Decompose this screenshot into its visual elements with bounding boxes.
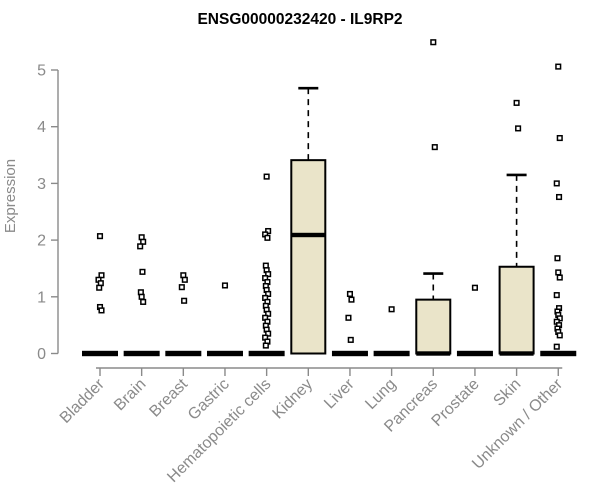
outlier-point [556, 134, 563, 142]
box-unknown-other [540, 350, 577, 357]
box-gastric [206, 350, 243, 357]
outlier-point [264, 234, 271, 241]
outlier-point [346, 290, 354, 298]
outlier-point [430, 39, 437, 46]
y-tick-label: 2 [37, 233, 46, 250]
chart-title: ENSG00000232420 - IL9RP2 [197, 11, 402, 28]
y-tick-label: 3 [37, 176, 46, 193]
outlier-point [554, 255, 561, 262]
y-tick-label: 5 [37, 63, 46, 80]
median-line [499, 351, 534, 356]
y-tick-label: 1 [37, 289, 46, 306]
outlier-point [471, 284, 478, 291]
box-hematopoietic-cells [248, 350, 285, 357]
outlier-point [553, 343, 560, 350]
outlier-point [388, 306, 395, 313]
median-line [291, 232, 326, 238]
outlier-point [556, 332, 563, 339]
outlier-point [263, 173, 270, 180]
box-brain [123, 350, 160, 357]
outlier-point [555, 63, 562, 70]
outlier-point [181, 276, 188, 283]
x-tick-label: Skin [490, 376, 524, 410]
y-tick-label: 4 [37, 119, 46, 136]
outlier-point [262, 342, 269, 349]
outlier-point [553, 292, 560, 299]
outlier-point [556, 193, 563, 201]
outlier-point [181, 297, 188, 304]
outlier-point [431, 144, 438, 151]
outlier-point [139, 268, 146, 275]
y-tick-label: 0 [37, 346, 46, 363]
box-kidney [290, 159, 327, 355]
x-tick-label: Kidney [270, 376, 317, 423]
median-line [416, 351, 451, 356]
x-tick-label: Liver [321, 375, 358, 412]
outlier-point [347, 336, 354, 343]
x-tick-label: Breast [146, 375, 191, 420]
outlier-point [98, 307, 105, 314]
box-liver [331, 350, 368, 357]
outlier-point [348, 296, 355, 303]
outlier-point [96, 284, 103, 291]
outlier-point [140, 298, 147, 305]
outlier-point [556, 274, 563, 281]
outlier-point [138, 293, 145, 300]
x-tick-label: Brain [111, 376, 149, 414]
outlier-point [553, 180, 560, 187]
outlier-point [515, 125, 522, 132]
box-lung [373, 350, 410, 357]
box-bladder [82, 350, 118, 357]
x-tick-label: Bladder [57, 375, 108, 426]
outlier-point [178, 284, 185, 291]
outlier-point [137, 243, 144, 250]
outlier-point [221, 282, 229, 289]
x-tick-label: Lung [362, 376, 399, 413]
outlier-point [513, 99, 520, 106]
y-axis-label: Expression [2, 159, 19, 233]
outlier-point [96, 233, 104, 240]
outlier-point [345, 314, 352, 321]
box-prostate [456, 350, 493, 357]
outlier-point [555, 269, 562, 276]
box-breast [165, 350, 202, 357]
box-skin [498, 265, 535, 355]
box-pancreas [415, 298, 452, 355]
